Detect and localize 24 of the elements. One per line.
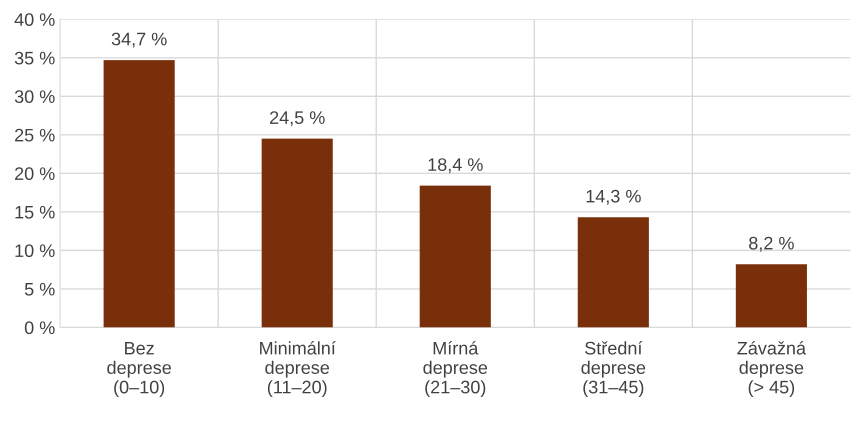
x-tick-label: Bez deprese (0–10): [107, 342, 171, 398]
y-tick-label: 15 %: [15, 206, 55, 219]
y-tick-label: 0 %: [24, 321, 55, 334]
x-tick-label: Závažná deprese (> 45): [737, 341, 806, 398]
y-tick-label: 35 %: [14, 52, 55, 64]
x-tick-label: Střední deprese (31–45): [581, 341, 646, 398]
y-tick-label: 30 %: [14, 90, 55, 104]
y-tick-label: 25 %: [15, 128, 55, 142]
data-label: 24,5 %: [270, 111, 325, 126]
data-label: 18,4 %: [428, 158, 483, 174]
x-tick-label: Mírná deprese (21–30): [423, 341, 488, 398]
data-label: 34,7 %: [112, 32, 167, 48]
y-tick-label: 10 %: [15, 244, 55, 258]
bar: [420, 186, 491, 328]
y-tick-label: 40 %: [14, 13, 55, 26]
x-tick-label: Minimální deprese (11–20): [260, 341, 336, 398]
bar: [736, 264, 807, 328]
data-label: 8,2 %: [749, 236, 794, 252]
bar: [578, 217, 649, 328]
y-tick-label: 5 %: [24, 282, 55, 296]
data-label: 14,3 %: [586, 190, 641, 205]
bar: [262, 138, 333, 328]
bar: [104, 60, 175, 328]
y-tick-label: 20 %: [15, 167, 55, 180]
